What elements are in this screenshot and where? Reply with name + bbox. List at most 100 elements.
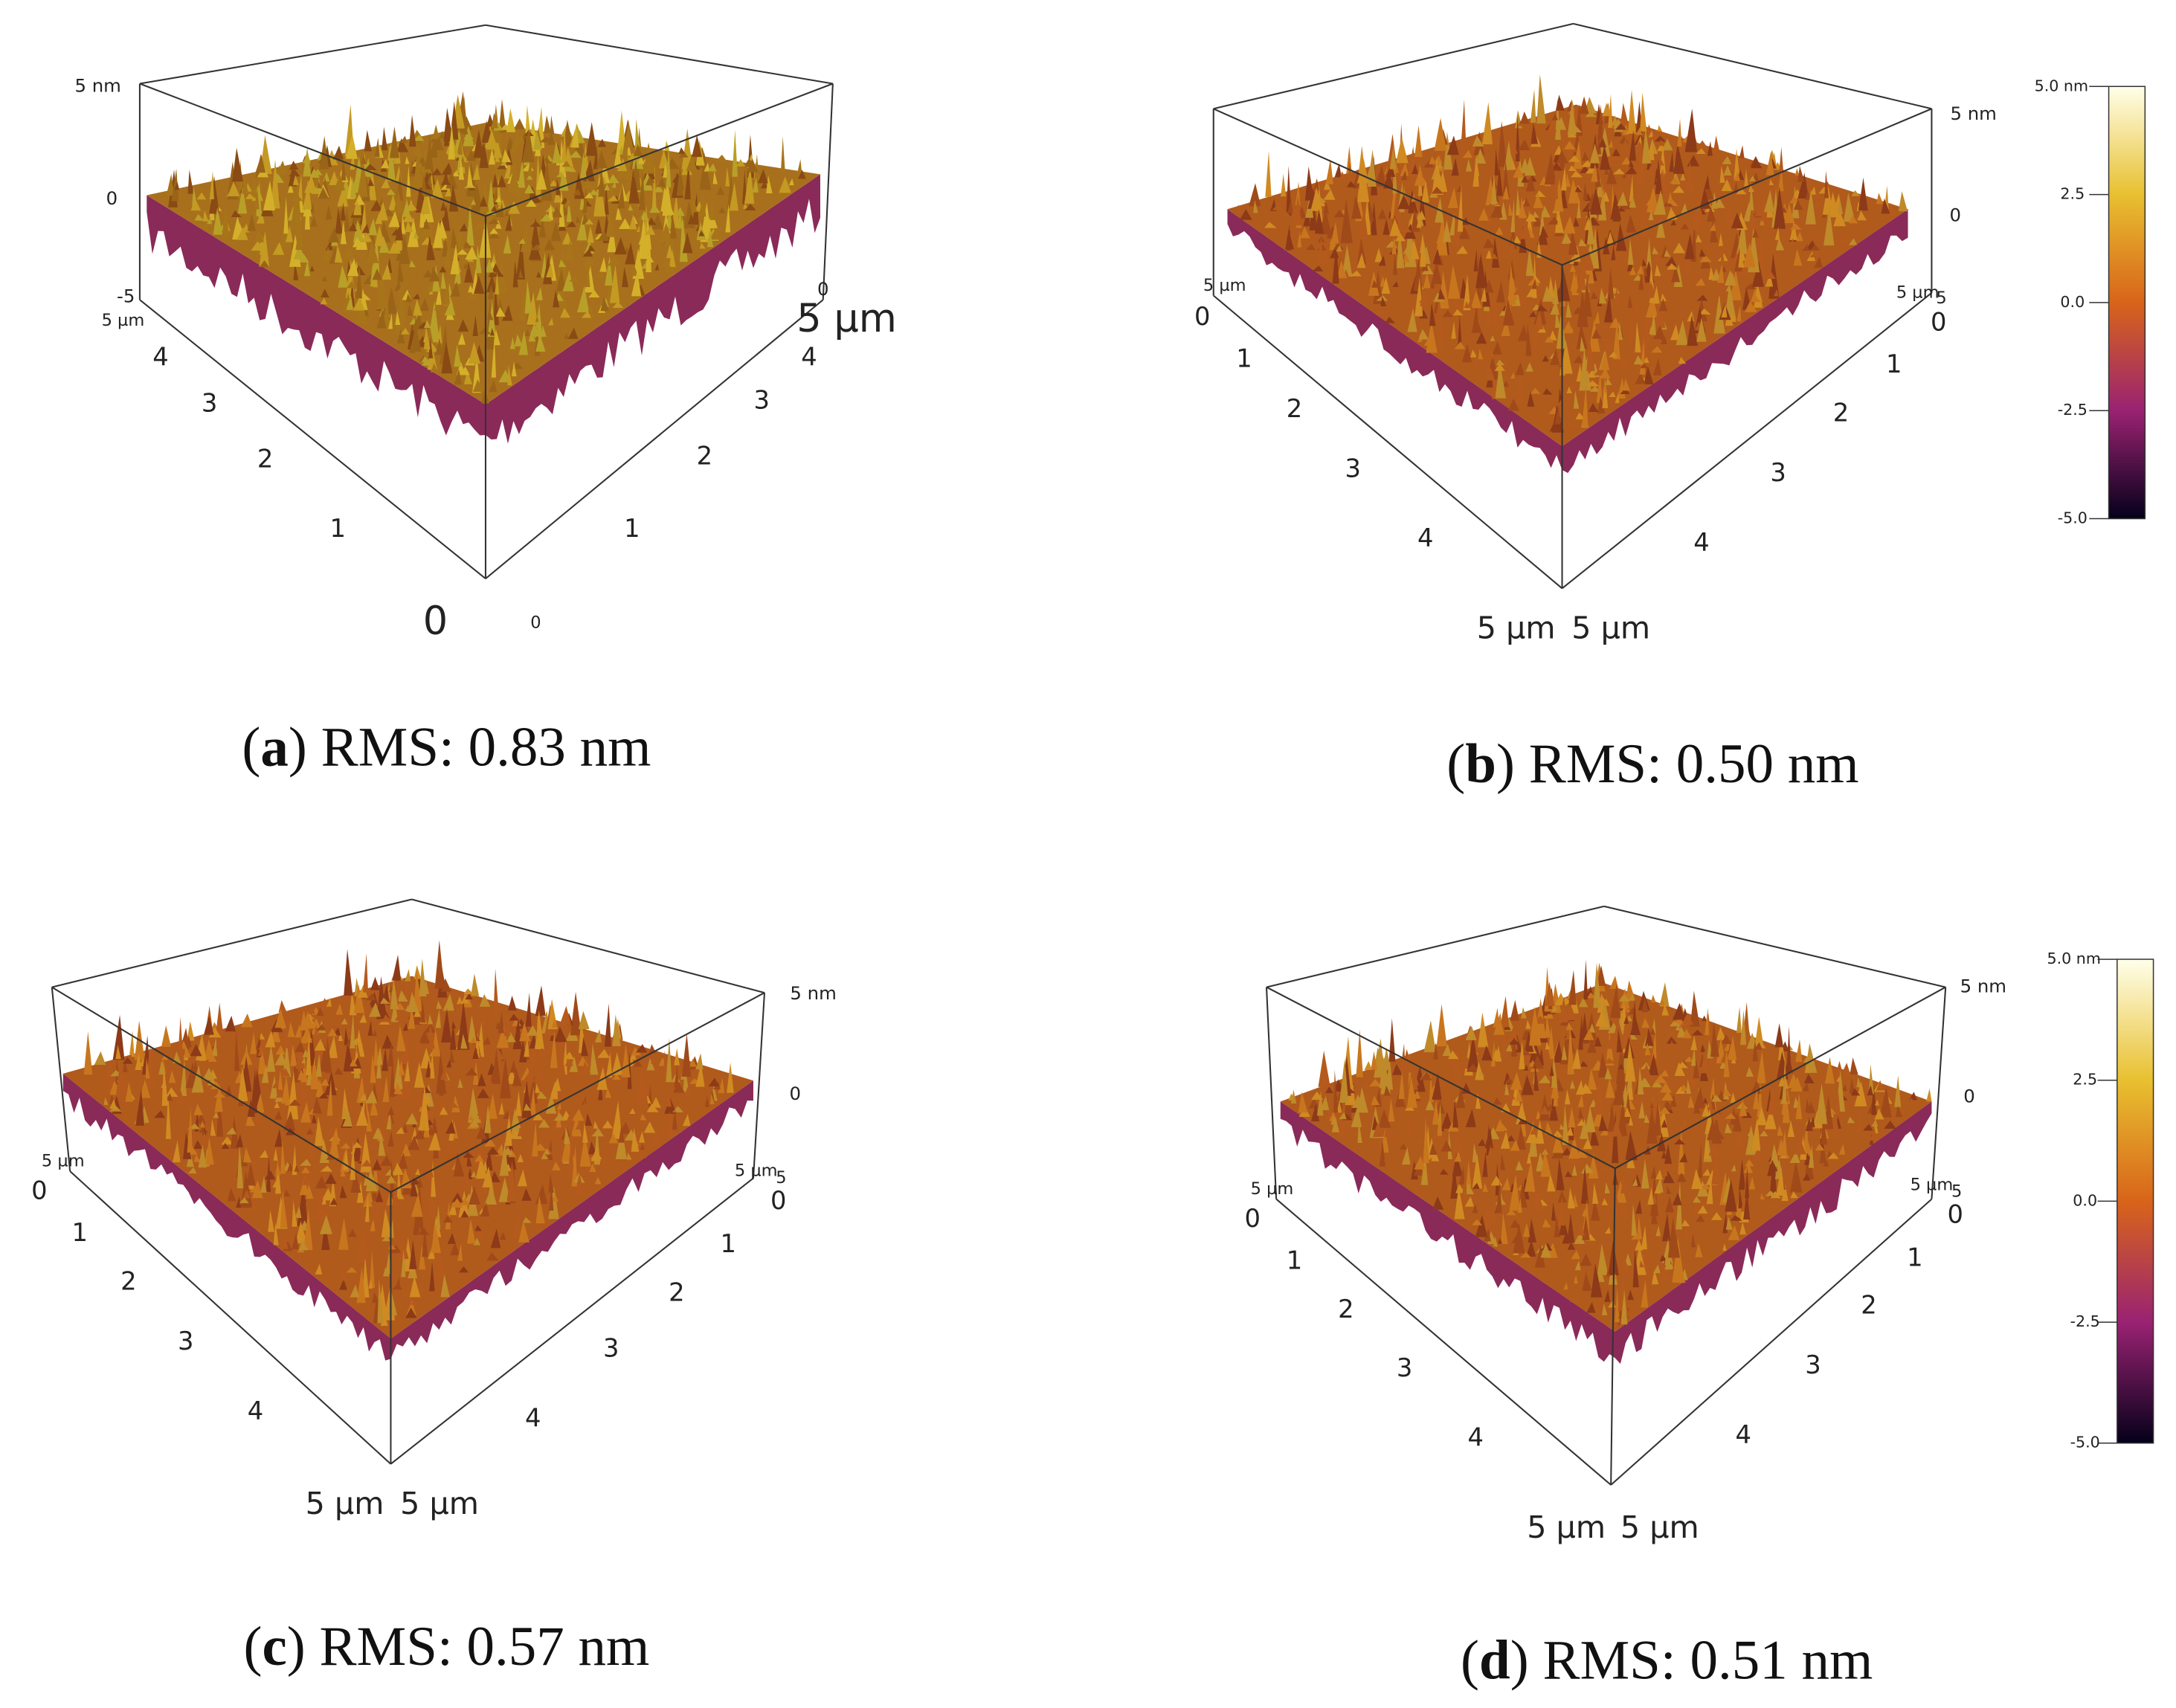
surface-spike — [589, 1164, 596, 1173]
surface-spike — [1579, 1253, 1592, 1266]
surface-spike — [1649, 1102, 1655, 1109]
surface-spike — [1690, 1234, 1696, 1248]
surface-spike — [1518, 297, 1528, 304]
surface-spike — [1388, 1098, 1395, 1122]
surface-spike — [1432, 1073, 1442, 1100]
surface-spike — [1429, 156, 1438, 164]
surface-spike — [588, 245, 596, 251]
surface-spike — [485, 258, 494, 273]
surface-spike — [1786, 1025, 1792, 1071]
surface-spike — [1645, 1028, 1654, 1046]
surface-spike — [1641, 1017, 1650, 1028]
surface-spike — [486, 1252, 499, 1261]
surface-spike — [161, 1025, 172, 1047]
surface-spike — [381, 1208, 393, 1237]
surface-spike — [1466, 1063, 1479, 1071]
surface-spike — [1592, 1182, 1599, 1204]
surface-spike — [605, 211, 616, 237]
surface-spike — [571, 124, 579, 148]
surface-spike — [780, 136, 785, 173]
surface-spike — [1507, 1025, 1519, 1042]
surface-spike — [1609, 391, 1616, 398]
surface-spike — [576, 215, 588, 241]
surface-spike — [1547, 216, 1560, 225]
surface-spike — [1490, 253, 1499, 260]
surface-spike — [444, 300, 456, 316]
surface-spike — [1527, 210, 1533, 234]
surface-spike — [255, 154, 266, 173]
surface-spike — [1554, 1216, 1561, 1237]
surface-spike — [528, 329, 536, 342]
surface-spike — [508, 201, 521, 214]
surface-spike — [1840, 1063, 1852, 1077]
surface-spike — [1591, 291, 1598, 300]
surface-spike — [527, 1076, 538, 1103]
surface-spike — [1454, 341, 1466, 349]
surface-spike — [1403, 242, 1414, 254]
surface-spike — [1705, 1008, 1710, 1036]
surface-spike — [1375, 307, 1387, 315]
surface-spike — [558, 1049, 566, 1075]
surface-spike — [390, 1245, 402, 1254]
surface-spike — [411, 1193, 423, 1217]
surface-spike — [1615, 393, 1620, 404]
surface-spike — [1429, 1143, 1438, 1156]
surface-spike — [287, 1022, 295, 1037]
surface-spike — [1681, 1013, 1694, 1025]
surface-spike — [1479, 1147, 1490, 1165]
surface-spike — [135, 1053, 142, 1071]
surface-spike — [753, 154, 760, 191]
surface-spike — [617, 184, 625, 209]
left-axis-label: 1 — [1236, 344, 1252, 373]
surface-spike — [1734, 171, 1741, 181]
surface-spike — [1515, 362, 1525, 376]
caption-part: b — [1465, 733, 1496, 795]
surface-spike — [457, 1078, 463, 1088]
surface-spike — [404, 1060, 411, 1082]
surface-spike — [345, 134, 358, 159]
surface-spike — [1661, 1119, 1668, 1128]
surface-spike — [381, 263, 392, 280]
surface-spike — [405, 221, 413, 233]
right-axis-label: 5 µm — [796, 296, 897, 341]
surface-spike — [139, 1079, 151, 1098]
surface-spike — [409, 1275, 421, 1298]
surface-spike — [339, 1185, 347, 1199]
surface-spike — [350, 1076, 363, 1083]
surface-spike — [1475, 253, 1487, 289]
surface-spike — [382, 1014, 391, 1022]
surface-spike — [1551, 161, 1562, 171]
surface-spike — [1727, 314, 1736, 322]
surface-spike — [718, 206, 727, 213]
surface-spike — [1318, 1051, 1330, 1087]
surface-spike — [1357, 237, 1367, 265]
surface-spike — [422, 219, 431, 230]
surface-spike — [567, 327, 579, 339]
surface-spike — [537, 317, 542, 324]
surface-spike — [1500, 1131, 1510, 1149]
surface-spike — [1605, 1034, 1617, 1049]
surface-spike — [309, 168, 321, 178]
surface-spike — [1581, 385, 1588, 427]
surface-spike — [302, 183, 312, 210]
surface-spike — [1442, 309, 1453, 318]
surface-spike — [1580, 160, 1593, 167]
surface-spike — [493, 136, 503, 158]
surface-spike — [1602, 323, 1609, 329]
surface-spike — [715, 225, 723, 232]
surface-spike — [1718, 232, 1724, 247]
surface-spike — [511, 361, 517, 377]
surface-spike — [203, 1015, 214, 1035]
surface-spike — [1628, 1115, 1634, 1126]
surface-spike — [695, 1063, 705, 1087]
surface-spike — [457, 1243, 463, 1261]
surface-spike — [168, 1070, 176, 1083]
surface-spike — [473, 129, 484, 158]
surface-spike — [541, 251, 547, 278]
surface-spike — [532, 129, 542, 150]
surface-spike — [1721, 1034, 1732, 1045]
surface-spike — [236, 1144, 244, 1189]
surface-spike — [525, 992, 532, 1027]
surface-spike — [585, 252, 590, 287]
surface-spike — [590, 1043, 599, 1075]
